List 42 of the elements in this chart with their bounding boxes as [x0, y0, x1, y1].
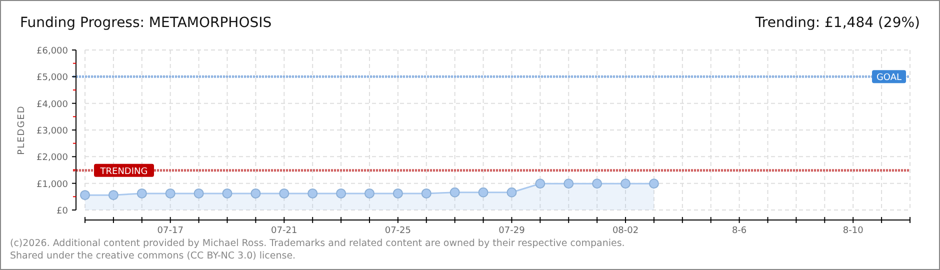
point — [564, 178, 574, 189]
point — [478, 187, 488, 198]
ref-line-label: TRENDING — [99, 166, 148, 177]
ref-line-label: GOAL — [876, 73, 902, 84]
point — [336, 188, 346, 198]
point — [535, 178, 546, 189]
point — [648, 178, 659, 189]
y-axis-title: PLEDGED — [17, 105, 27, 155]
point — [279, 188, 290, 198]
text: (c)2026. Additional content provided by Michael Ross. Trademarks and related content are owned by their respective companies. — [10, 238, 625, 249]
x-tick-label: 07-25 — [384, 226, 412, 236]
point — [136, 188, 147, 198]
y-tick-label: £6,000 — [36, 46, 68, 56]
y-tick-label: £5,000 — [36, 73, 68, 84]
x-tick-label: 07-17 — [157, 226, 184, 236]
point — [450, 187, 460, 198]
point — [308, 188, 318, 198]
point — [250, 188, 261, 198]
point — [222, 188, 232, 198]
chart-title: Funding Progress: METAMORPHOSIS — [20, 15, 272, 31]
point — [392, 188, 403, 198]
text: Shared under the creative commons (CC BY-NC 3.0) license. — [10, 250, 296, 262]
point — [506, 187, 517, 198]
point — [620, 178, 631, 189]
point — [165, 188, 176, 198]
x-tick-label: 07-29 — [498, 226, 526, 236]
point — [80, 190, 90, 200]
y-tick-label: £1,000 — [36, 180, 68, 190]
y-tick-label: £0 — [56, 206, 68, 216]
point — [592, 178, 602, 189]
x-tick-label: 8-10 — [842, 226, 864, 236]
y-tick-label: £4,000 — [36, 100, 68, 110]
point — [108, 190, 118, 200]
x-tick-label: 07-21 — [271, 226, 298, 236]
point — [421, 188, 432, 198]
point — [194, 188, 204, 198]
x-tick-label: 8-6 — [732, 226, 747, 236]
y-tick-label: £2,000 — [36, 153, 68, 164]
x-tick-label: 08-02 — [612, 226, 639, 236]
point — [364, 188, 374, 198]
y-tick-label: £3,000 — [36, 126, 68, 136]
chart-subtitle: Trending: £1,484 (29%) — [754, 15, 920, 31]
